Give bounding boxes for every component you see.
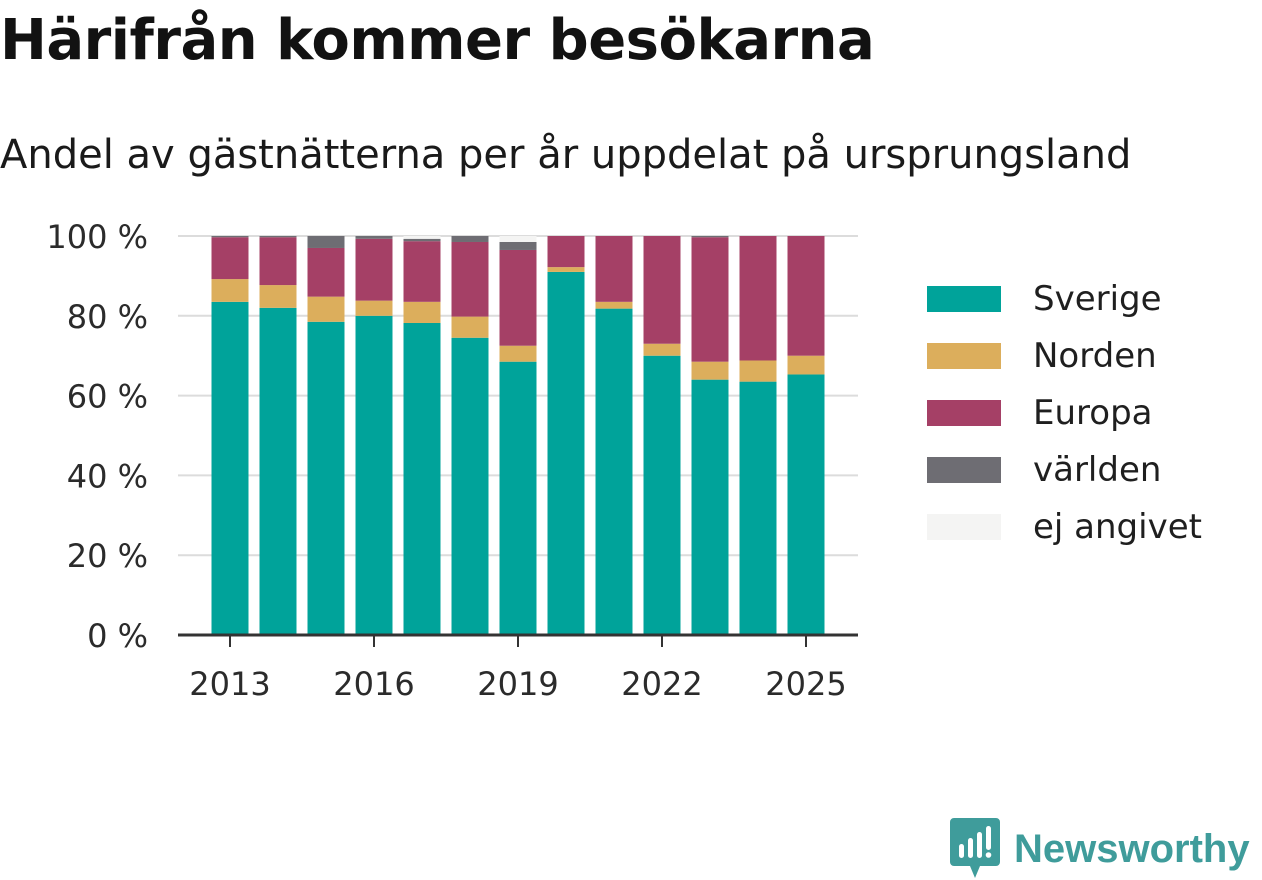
- bar-segment: [211, 279, 249, 302]
- x-tick-label: 2025: [765, 665, 846, 703]
- bar-segment: [547, 271, 585, 635]
- bar-segment: [547, 267, 585, 272]
- bar-segment: [211, 236, 249, 238]
- legend-swatch-europa: [927, 399, 1001, 426]
- bar-segment: [259, 307, 297, 635]
- bar-segment: [643, 343, 681, 356]
- bar-segment: [355, 300, 393, 316]
- bar-segment: [355, 236, 393, 239]
- legend-item-varlden: världen: [927, 441, 1202, 498]
- bar-segment: [355, 315, 393, 635]
- newsworthy-logo-icon: [950, 818, 1000, 878]
- bar-segment: [307, 321, 345, 635]
- bar-segment: [595, 308, 633, 635]
- x-tick-label: 2016: [333, 665, 414, 703]
- bar-segment: [691, 237, 729, 362]
- bar-segment: [307, 296, 345, 322]
- y-tick-label: 80 %: [67, 298, 148, 336]
- bar-segment: [739, 236, 777, 361]
- legend-item-norden: Norden: [927, 327, 1202, 384]
- bar-segment: [307, 247, 345, 297]
- bar-segment: [259, 236, 297, 238]
- bar-segment: [787, 236, 825, 356]
- legend-item-ej-angivet: ej angivet: [927, 498, 1202, 555]
- bar-segment: [403, 241, 441, 302]
- bar-segment: [787, 374, 825, 635]
- y-tick-label: 20 %: [67, 537, 148, 575]
- legend-swatch-varlden: [927, 456, 1001, 483]
- y-tick-label: 40 %: [67, 457, 148, 495]
- x-tick-label: 2019: [477, 665, 558, 703]
- bar-segment: [739, 381, 777, 635]
- bar-segment: [691, 379, 729, 635]
- bar-segment: [451, 337, 489, 635]
- bar-segment: [403, 238, 441, 242]
- bar-segment: [787, 355, 825, 375]
- y-tick-label: 100 %: [46, 218, 148, 256]
- bar-segment: [499, 249, 537, 346]
- x-tick-label: 2022: [621, 665, 702, 703]
- legend-label-ej-angivet: ej angivet: [1033, 506, 1202, 547]
- bar-segment: [643, 236, 681, 344]
- chart-subtitle: Andel av gästnätterna per år uppdelat på…: [0, 132, 1132, 178]
- bar-segment: [451, 236, 489, 242]
- x-tick-label: 2013: [189, 665, 270, 703]
- brand-name: Newsworthy: [1014, 826, 1250, 871]
- y-tick-label: 0 %: [87, 617, 148, 655]
- bar-segment: [499, 236, 537, 242]
- stacked-bar-chart: 0 % 20 % 40 % 60 % 80 % 100 % 2013 2016 2019 2022…: [46, 218, 858, 703]
- bar-segment: [403, 322, 441, 635]
- bar-segment: [499, 241, 537, 250]
- bar-segment: [403, 236, 441, 239]
- legend-swatch-ej-angivet: [927, 513, 1001, 540]
- legend-label-varlden: världen: [1033, 449, 1162, 490]
- brand-logo: Newsworthy: [950, 818, 1250, 880]
- bar-segment: [595, 301, 633, 309]
- bar-segment: [739, 360, 777, 382]
- bar-segment: [691, 361, 729, 380]
- legend-swatch-norden: [927, 342, 1001, 369]
- chart-legend: Sverige Norden Europa världen ej angivet: [927, 270, 1202, 555]
- y-tick-label: 60 %: [67, 378, 148, 416]
- bar-segment: [307, 236, 345, 248]
- bar-segment: [499, 345, 537, 362]
- legend-label-europa: Europa: [1033, 392, 1153, 433]
- bar-segment: [643, 355, 681, 635]
- legend-label-sverige: Sverige: [1033, 278, 1162, 319]
- bar-segment: [547, 236, 585, 268]
- bar-segment: [211, 301, 249, 635]
- bar-segment: [691, 236, 729, 238]
- legend-label-norden: Norden: [1033, 335, 1157, 376]
- bar-segment: [259, 285, 297, 308]
- bar-segment: [499, 361, 537, 635]
- bar-segment: [211, 237, 249, 280]
- chart-title: Härifrån kommer besökarna: [0, 8, 875, 73]
- legend-swatch-sverige: [927, 285, 1001, 312]
- bar-segment: [355, 238, 393, 301]
- legend-item-sverige: Sverige: [927, 270, 1202, 327]
- bar-segment: [451, 316, 489, 338]
- bar-segment: [451, 241, 489, 317]
- legend-item-europa: Europa: [927, 384, 1202, 441]
- bar-segment: [595, 236, 633, 302]
- bar-segment: [403, 301, 441, 323]
- bar-segment: [259, 237, 297, 286]
